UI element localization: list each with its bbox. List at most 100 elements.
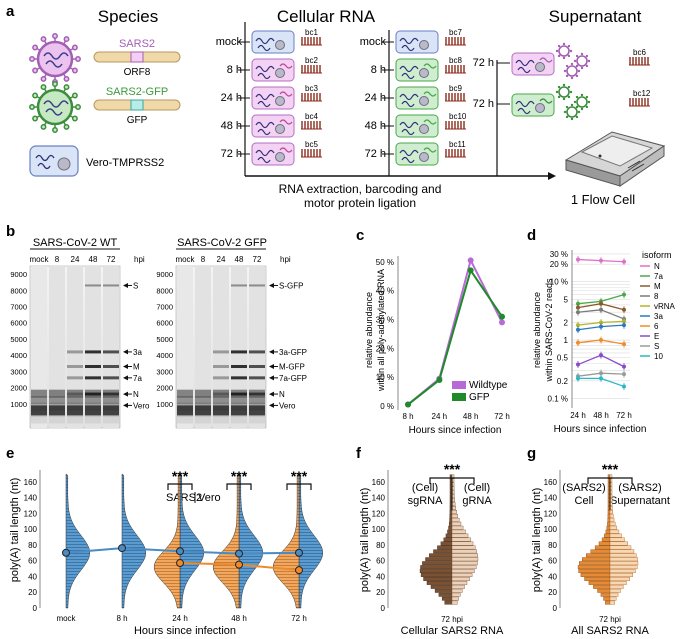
d-point-E	[599, 353, 603, 358]
vero-band	[177, 405, 193, 416]
time-label: 72 h	[221, 148, 242, 160]
d-point-8	[599, 307, 603, 312]
virion-icon	[576, 96, 588, 108]
process-text-1: RNA extraction, barcoding and	[279, 182, 442, 196]
gel-smear	[103, 396, 119, 405]
f-hist-grna	[451, 565, 477, 570]
d-point-N	[599, 258, 603, 263]
f-hist-sgrna	[430, 584, 453, 589]
viral-band	[249, 350, 265, 354]
gel-smear	[49, 389, 65, 398]
gel-smear	[67, 389, 83, 398]
virion-spike	[555, 49, 559, 53]
f-ytick: 120	[372, 509, 386, 518]
d-point-M	[576, 305, 580, 310]
host-rna	[399, 149, 419, 157]
g-hist-cell	[606, 525, 611, 530]
f-hist-grna	[451, 506, 456, 510]
host-rna	[255, 37, 275, 45]
gel-lane	[213, 266, 229, 428]
e-ytick: 100	[24, 525, 38, 534]
virion-spike	[575, 54, 579, 58]
gel-band-label: N	[133, 390, 139, 399]
e-median-sars2	[235, 560, 243, 569]
f-hist-sgrna	[449, 513, 453, 518]
c-legend-label: Wildtype	[469, 380, 508, 391]
host-rna	[401, 44, 415, 52]
virion-spike	[573, 100, 577, 104]
host-rna	[255, 65, 275, 73]
gel-ytick: 6000	[10, 319, 27, 328]
viral-band	[67, 365, 83, 369]
f-ytick: 100	[372, 525, 386, 534]
cellular-column-wt: mock bc1 8 h bc2 24 h bc3 48 h bc4 72 h bc5	[216, 28, 322, 166]
f-hist-grna	[451, 525, 464, 530]
g-ytick: 0	[553, 604, 558, 613]
panel-letter-c: c	[356, 227, 364, 244]
cell-box	[251, 142, 295, 166]
g-significance: ***	[602, 461, 619, 477]
e-xtick: 8 h	[116, 614, 127, 623]
g-hist-supernatant	[609, 596, 617, 601]
virion-spike	[557, 44, 561, 48]
c-legend-swatch	[452, 381, 466, 389]
vero-band	[249, 405, 265, 416]
time-label: 8 h	[371, 64, 386, 76]
g-hist-cell	[593, 584, 611, 589]
gel-lane	[49, 266, 65, 428]
viral-band	[231, 365, 247, 369]
g-hist-cell	[601, 537, 611, 542]
legend-sars2: SARS2	[166, 492, 202, 504]
c-ytick: 10 %	[376, 373, 394, 382]
d-legend-label: S	[654, 342, 659, 351]
gel-ytick: 9000	[156, 270, 173, 279]
spike-head	[32, 67, 39, 74]
f-left-label-1: (Cell)	[412, 482, 438, 494]
viral-band	[213, 376, 229, 380]
virion-spike	[569, 90, 573, 94]
f-hist-sgrna	[443, 537, 453, 542]
viral-rna	[279, 147, 293, 153]
gel-ytick: 2000	[156, 384, 173, 393]
e-sig-text: ***	[231, 468, 248, 484]
g-hist-cell	[594, 545, 611, 550]
virus1-name: SARS2	[119, 38, 155, 50]
spike-head	[32, 44, 39, 51]
gel-smear	[85, 396, 101, 405]
c-xtick: 72 h	[494, 412, 510, 421]
e-violin-sars2	[153, 473, 181, 609]
host-rna	[255, 93, 275, 101]
gfp-segment	[130, 99, 144, 111]
host-rna	[515, 100, 535, 108]
gel-smear	[177, 396, 193, 405]
f-ytick: 0	[381, 604, 386, 613]
virion-spike	[575, 64, 579, 68]
barcode-bc8: bc8	[449, 56, 462, 65]
spike-head	[32, 115, 39, 122]
virion-icon	[566, 65, 578, 77]
f-hist-grna	[451, 561, 478, 566]
g-hist-cell	[586, 553, 611, 558]
c-legend-label: GFP	[469, 392, 490, 403]
d-legend-label: 3a	[654, 312, 663, 321]
f-ytick: 160	[372, 478, 386, 487]
c-xlabel: Hours since infection	[409, 425, 502, 436]
d-legend-title: isoform	[642, 250, 672, 260]
cell-box	[395, 114, 439, 138]
virion-spike	[567, 85, 571, 89]
host-rna	[399, 65, 419, 73]
host-rna	[401, 128, 415, 136]
g-hist-supernatant	[609, 569, 636, 574]
e-ytick: 160	[24, 478, 38, 487]
d-xtick: 24 h	[570, 411, 586, 420]
gel-lane	[195, 266, 211, 428]
e-median-vero	[176, 547, 184, 556]
c-point-GFP	[436, 377, 443, 384]
supernatant-column: 72 h bc6 72 h bc12	[473, 42, 651, 121]
f-hist-grna	[451, 573, 473, 577]
gel-lane	[103, 266, 119, 428]
e-sig-text: ***	[172, 468, 189, 484]
f-hist-sgrna	[448, 521, 453, 526]
g-hist-supernatant	[609, 545, 632, 550]
cell-box	[395, 30, 439, 54]
